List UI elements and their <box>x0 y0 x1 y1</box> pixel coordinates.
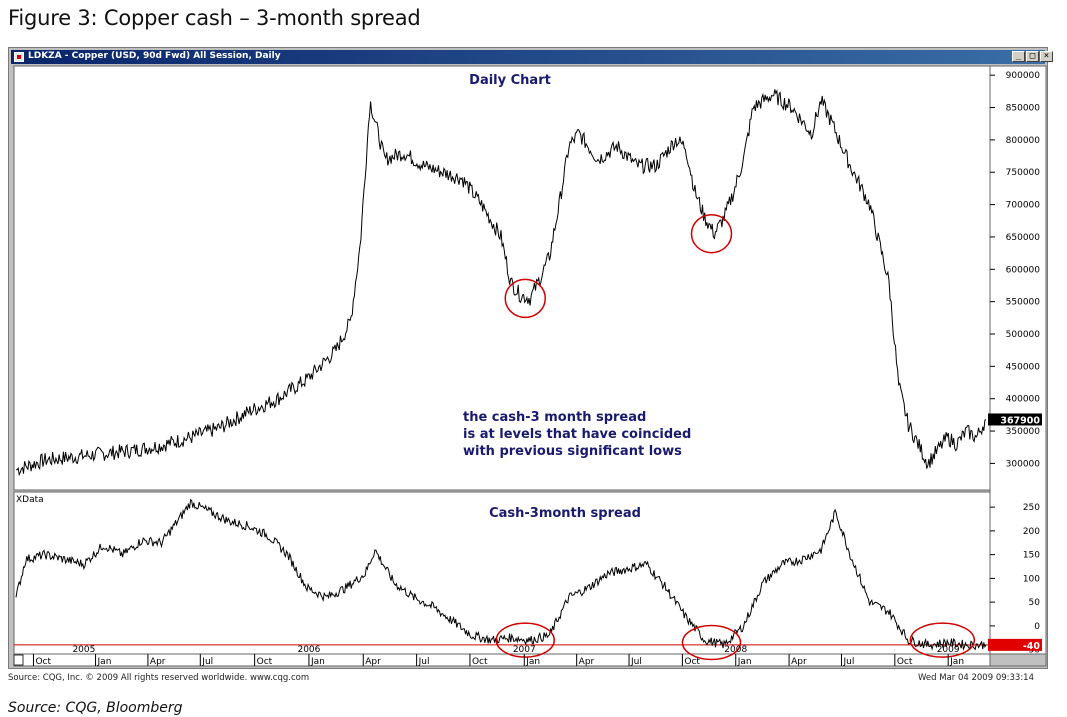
spread-panel <box>13 491 991 655</box>
spread-low-circle <box>495 622 555 658</box>
year-label: 2007 <box>513 645 536 655</box>
x-tick-label: Oct <box>684 657 700 667</box>
price-ytick-label: 400000 <box>1006 395 1041 405</box>
footer-timestamp: Wed Mar 04 2009 09:33:14 <box>918 673 1034 683</box>
spread-ytick-label: 0 <box>1034 622 1040 632</box>
year-label: 2008 <box>724 645 747 655</box>
price-ytick-label: 350000 <box>1006 427 1041 437</box>
x-tick-label: Jul <box>630 657 642 667</box>
footer-copyright: Source: CQG, Inc. © 2009 All rights rese… <box>8 673 310 683</box>
price-ytick-label: 550000 <box>1006 298 1041 308</box>
spread-series-line <box>15 498 987 651</box>
x-tick-label: Jan <box>310 657 325 667</box>
price-ytick-label: 900000 <box>1006 71 1041 81</box>
spread-low-circle <box>681 624 742 661</box>
price-ytick-label: 800000 <box>1006 136 1041 146</box>
spread-ytick-label: 50 <box>1029 598 1041 608</box>
spread-ytick-label: 150 <box>1023 551 1040 561</box>
x-tick-label: Jan <box>949 657 964 667</box>
x-tick-label: Jul <box>418 657 430 667</box>
spread-last-value-label: -40 <box>1023 641 1041 652</box>
annotation-line-3: with previous significant lows <box>463 444 682 459</box>
price-ytick-label: 450000 <box>1006 362 1041 372</box>
spread-ytick-label: 200 <box>1023 527 1040 537</box>
x-tick-label: Oct <box>897 657 913 667</box>
spread-panel-label: XData <box>16 495 44 505</box>
price-panel <box>13 65 991 491</box>
figure-title: Figure 3: Copper cash – 3-month spread <box>8 6 421 30</box>
close-button[interactable]: × <box>1040 51 1053 62</box>
price-ytick-label: 650000 <box>1006 233 1041 243</box>
spread-last-value-tag <box>988 638 1042 651</box>
maximize-button[interactable]: □ <box>1026 51 1039 62</box>
price-low-circle <box>504 278 546 319</box>
window-titlebar[interactable]: LDKZA - Copper (USD, 90d Fwd) All Sessio… <box>11 50 1053 64</box>
x-tick-label: Apr <box>150 657 166 667</box>
price-ytick-label: 850000 <box>1006 104 1041 114</box>
x-tick-label: Apr <box>791 657 807 667</box>
x-tick-label: Apr <box>365 657 381 667</box>
price-ytick-label: 750000 <box>1006 168 1041 178</box>
price-chart-title: Daily Chart <box>469 73 551 88</box>
spread-ytick-label: 250 <box>1023 503 1040 513</box>
price-low-circle <box>690 213 733 254</box>
price-ytick-label: 700000 <box>1006 201 1041 211</box>
x-tick-label: Apr <box>579 657 595 667</box>
app-icon <box>14 52 24 62</box>
spread-chart-title: Cash-3month spread <box>489 506 641 521</box>
annotation-line-2: is at levels that have coincided <box>463 427 691 442</box>
year-label: 2005 <box>72 645 95 655</box>
price-ytick-label: 600000 <box>1006 265 1041 275</box>
year-label: 2006 <box>297 645 320 655</box>
price-series-line <box>15 89 987 477</box>
minimize-button[interactable]: _ <box>1012 51 1025 62</box>
spread-ytick-label: 100 <box>1023 574 1040 584</box>
year-label: 2009 <box>937 645 960 655</box>
x-tick-label: Jan <box>97 657 112 667</box>
price-last-value-tag <box>988 413 1042 426</box>
axis-corner <box>989 653 1047 667</box>
y-axis-panel <box>989 65 1047 655</box>
figure-source: Source: CQG, Bloomberg <box>8 700 183 716</box>
x-tick-label: Jul <box>201 657 213 667</box>
scroll-box[interactable] <box>13 654 24 666</box>
spread-low-circle <box>909 622 976 658</box>
window-title: LDKZA - Copper (USD, 90d Fwd) All Sessio… <box>28 51 281 61</box>
x-tick-label: Oct <box>472 657 488 667</box>
x-tick-label: Oct <box>257 657 273 667</box>
x-tick-label: Jul <box>842 657 854 667</box>
x-tick-label: Oct <box>35 657 51 667</box>
x-tick-label: Jan <box>737 657 752 667</box>
price-ytick-label: 500000 <box>1006 330 1041 340</box>
x-tick-label: Jan <box>525 657 540 667</box>
price-last-value-label: 367900 <box>1000 415 1040 426</box>
annotation-line-1: the cash-3 month spread <box>463 410 646 425</box>
price-ytick-label: 300000 <box>1006 459 1041 469</box>
